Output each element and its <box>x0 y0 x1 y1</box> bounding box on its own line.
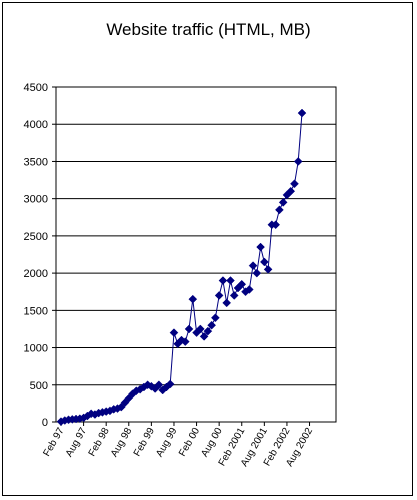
data-point <box>195 324 205 334</box>
data-point <box>297 108 307 118</box>
x-tick-label: Aug 99 <box>154 426 180 459</box>
data-point <box>214 291 224 300</box>
data-point <box>263 265 273 274</box>
data-point <box>180 337 190 346</box>
data-point <box>218 276 228 285</box>
data-point <box>184 324 194 334</box>
data-point <box>207 320 216 330</box>
y-tick-label: 4000 <box>24 119 48 131</box>
data-point <box>252 268 262 278</box>
y-tick-label: 4500 <box>24 82 48 94</box>
data-point <box>293 157 303 166</box>
data-point <box>226 276 235 285</box>
gridlines <box>55 86 337 423</box>
y-tick-label: 1000 <box>24 343 48 355</box>
y-tick-label: 1500 <box>24 305 48 317</box>
data-point <box>248 261 258 271</box>
data-point <box>286 186 296 196</box>
plot-area-border <box>55 86 337 423</box>
y-tick-label: 0 <box>42 417 48 429</box>
data-point <box>271 220 280 230</box>
y-tick-label: 3000 <box>24 194 48 206</box>
data-point <box>165 379 175 389</box>
data-point <box>256 242 265 252</box>
data-point <box>275 205 284 215</box>
y-tick-label: 2500 <box>24 231 48 243</box>
data-point <box>154 380 164 390</box>
data-point <box>211 313 220 323</box>
y-tick-label: 3500 <box>24 156 48 168</box>
data-point <box>229 291 239 300</box>
x-tick-label: Aug 97 <box>64 426 90 459</box>
data-point <box>169 328 179 338</box>
data-point <box>188 294 198 304</box>
data-point <box>199 332 209 341</box>
chart-frame <box>2 2 413 496</box>
data-point <box>290 179 299 189</box>
x-tick-label: Aug 98 <box>109 426 135 459</box>
data-series <box>56 108 307 426</box>
y-tick-label: 2000 <box>24 268 48 280</box>
data-point <box>203 326 213 336</box>
chart-title: Website traffic (HTML, MB) <box>106 20 311 39</box>
y-tick-label: 500 <box>30 380 48 392</box>
data-point <box>244 285 254 294</box>
data-point <box>222 298 232 308</box>
data-point <box>278 198 288 207</box>
y-axis: 0 500 1000 1500 2000 2500 3000 3500 4000 4500 <box>24 82 56 429</box>
data-point <box>237 279 247 289</box>
data-point <box>259 257 269 267</box>
